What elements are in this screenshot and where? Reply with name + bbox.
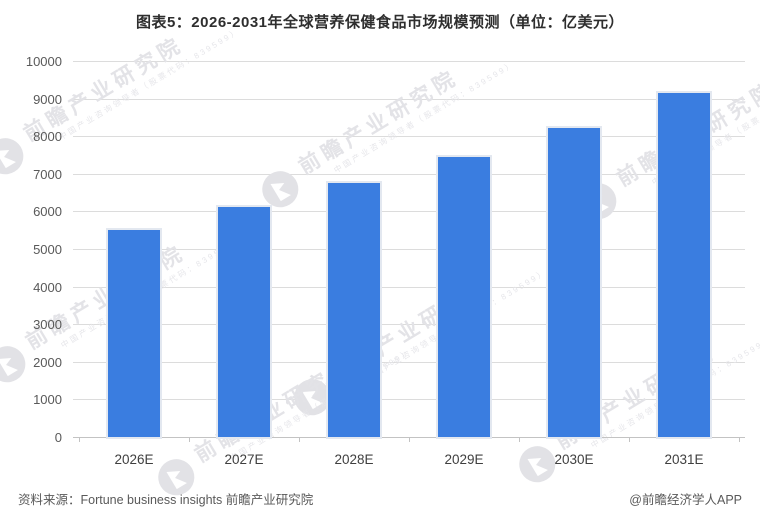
x-axis-label: 2030E: [554, 452, 594, 467]
gridline: [73, 211, 745, 213]
x-axis-tick: [189, 438, 190, 442]
x-axis-label: 2026E: [114, 452, 154, 467]
y-axis-label: 6000: [33, 204, 62, 220]
gridline: [73, 98, 745, 100]
gridline: [73, 399, 745, 401]
gridline: [73, 61, 745, 62]
chart-title: 图表5：2026-2031年全球营养保健食品市场规模预测（单位：亿美元）: [135, 14, 625, 31]
bar-2030E: [548, 127, 600, 437]
y-axis-label: 1000: [33, 392, 62, 408]
x-axis-tick: [739, 438, 740, 442]
bar-2031E: [658, 92, 710, 437]
x-axis-label: 2031E: [664, 452, 704, 467]
bar-2029E: [438, 156, 490, 437]
y-axis-label: 5000: [33, 242, 62, 257]
bar-2027E: [218, 206, 270, 437]
gridline: [73, 173, 745, 175]
x-axis-line: [73, 437, 745, 438]
watermark-subtext: 中国产业咨询领导者（股票代码：839599）: [57, 25, 242, 142]
data-source-text: 资料来源：Fortune business insights 前瞻产业研究院: [18, 493, 314, 507]
credit-text: @前瞻经济学人APP: [629, 493, 742, 507]
y-axis-label: 4000: [33, 279, 62, 295]
gridline: [73, 324, 745, 326]
x-axis-tick: [79, 438, 80, 442]
x-axis-tick: [299, 438, 300, 442]
y-axis-label: 0: [54, 430, 62, 445]
x-axis-tick: [519, 438, 520, 442]
gridline: [73, 286, 745, 288]
x-axis-tick: [409, 438, 410, 442]
x-axis-tick: [629, 438, 630, 442]
x-axis-label: 2028E: [334, 452, 374, 467]
y-axis-label: 7000: [33, 166, 62, 182]
x-axis-label: 2029E: [444, 452, 484, 467]
bar-2028E: [328, 183, 380, 437]
gridline: [73, 249, 745, 250]
y-axis-label: 9000: [33, 91, 62, 107]
bar-2026E: [108, 230, 160, 437]
y-axis-label: 8000: [33, 129, 62, 145]
x-axis-label: 2027E: [224, 452, 264, 467]
y-axis-label: 2000: [33, 354, 62, 370]
y-axis-label: 10000: [25, 54, 62, 69]
gridline: [73, 136, 745, 138]
y-axis-label: 3000: [33, 317, 62, 333]
gridline: [73, 361, 745, 363]
